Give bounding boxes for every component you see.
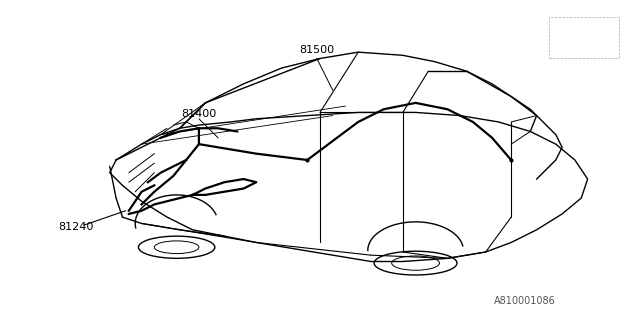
Text: 81400: 81400 (181, 109, 216, 119)
Text: 81240: 81240 (59, 222, 94, 232)
Text: 81500: 81500 (300, 45, 334, 55)
Text: A810001086: A810001086 (494, 296, 556, 306)
